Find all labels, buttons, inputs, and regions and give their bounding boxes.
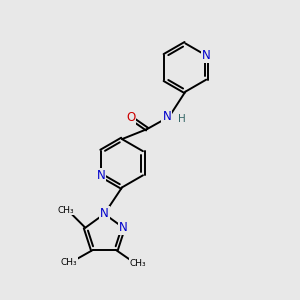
Text: N: N <box>162 110 171 123</box>
Text: N: N <box>202 49 211 62</box>
Text: N: N <box>119 221 128 234</box>
Text: N: N <box>100 207 109 220</box>
Text: CH₃: CH₃ <box>57 206 74 214</box>
Text: CH₃: CH₃ <box>129 259 146 268</box>
Text: CH₃: CH₃ <box>61 258 77 267</box>
Text: O: O <box>126 111 136 124</box>
Text: H: H <box>178 114 185 124</box>
Text: N: N <box>97 169 106 182</box>
